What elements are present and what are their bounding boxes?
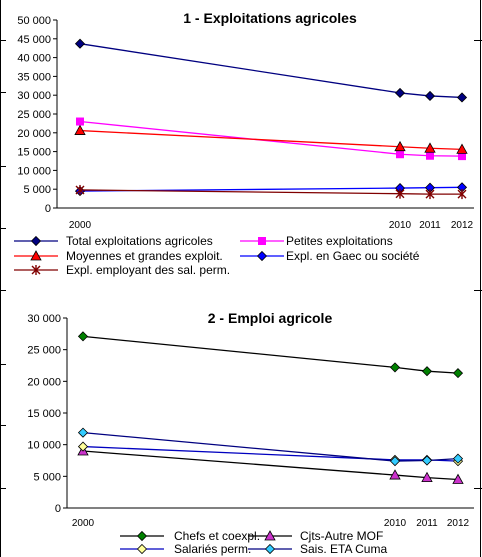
data-point-sais-eta-cuma (389, 456, 401, 467)
data-point-moyennes-et-grandes-exploit (456, 143, 468, 154)
y-tick-label: 0 (55, 503, 61, 515)
legend-marker-expl-employant-des-sal-perm (31, 265, 41, 275)
data-point-expl-employant-des-sal-perm (395, 188, 405, 199)
data-point-moyennes-et-grandes-exploit (394, 140, 406, 152)
y-tick-label: 0 (45, 203, 51, 215)
left-edge-mark (0, 364, 6, 365)
series-line-salaries-perm (82, 445, 459, 462)
data-point-sais-eta-cuma (452, 453, 464, 464)
data-point-cjts-autre-mof (389, 469, 401, 480)
left-edge-mark (0, 290, 6, 291)
right-edge-mark (474, 488, 482, 489)
data-point-expl-employant-des-sal-perm (457, 189, 467, 200)
y-tick-label: 10 000 (27, 440, 61, 452)
legend-label: Cjts-Autre MOF (300, 529, 383, 543)
data-point-total-exploitations-agricoles (456, 92, 468, 103)
data-point-chefs-et-coexpl (421, 366, 433, 377)
data-point-total-exploitations-agricoles (394, 87, 406, 99)
y-tick-label: 10 000 (17, 165, 51, 177)
legend-label: Sais. ETA Cuma (300, 542, 387, 556)
data-point-cjts-autre-mof (452, 473, 464, 484)
legend-marker-cjts-autre-mof (264, 530, 276, 541)
legend-label: Total exploitations agricoles (66, 234, 213, 248)
chart-title: 1 - Exploitations agricoles (183, 10, 357, 26)
series-line-expl-en-gaec-ou-societe (79, 186, 463, 192)
legend-marker-salaries-perm (136, 543, 148, 555)
data-point-moyennes-et-grandes-exploit (424, 142, 436, 153)
legend-label: Salariés perm. (174, 542, 251, 556)
data-point-expl-employant-des-sal-perm (425, 189, 435, 200)
legend-marker-sais-eta-cuma (264, 543, 276, 555)
y-tick-label: 45 000 (17, 34, 51, 46)
data-point-sais-eta-cuma (77, 427, 89, 438)
data-point-chefs-et-coexpl (77, 331, 89, 342)
chart-title: 2 - Emploi agricole (208, 310, 333, 326)
legend-label: Chefs et coexpl. (174, 529, 260, 543)
series-line-cjts-autre-mof (82, 450, 459, 481)
y-tick-label: 30 000 (27, 313, 61, 325)
x-tick-label: 2010 (384, 518, 407, 529)
data-point-petites-exploitations (76, 117, 84, 126)
y-tick-label: 25 000 (27, 345, 61, 357)
y-tick-label: 40 000 (17, 53, 51, 65)
data-point-petites-exploitations (458, 152, 466, 161)
series-line-moyennes-et-grandes-exploit (79, 129, 463, 150)
legend-marker-chefs-et-coexpl (136, 530, 148, 542)
left-edge-mark (0, 488, 6, 489)
data-point-petites-exploitations (396, 150, 404, 159)
left-edge-mark (0, 425, 6, 426)
y-tick-label: 20 000 (17, 128, 51, 140)
legend-label: Petites exploitations (286, 234, 393, 248)
y-tick-label: 30 000 (17, 90, 51, 102)
right-edge-mark (474, 290, 482, 291)
x-tick-label: 2011 (416, 518, 438, 529)
y-tick-label: 5 000 (23, 184, 51, 196)
legend-label: Expl. en Gaec ou société (286, 249, 420, 263)
left-edge-mark (0, 228, 6, 229)
legend-marker-petites-exploitations (258, 237, 266, 245)
data-point-expl-employant-des-sal-perm (75, 184, 85, 195)
x-tick-label: 2000 (72, 518, 95, 529)
x-tick-label: 2010 (389, 220, 412, 231)
y-tick-label: 25 000 (17, 109, 51, 121)
x-tick-label: 2012 (451, 220, 474, 231)
right-border-line (480, 0, 481, 557)
data-point-moyennes-et-grandes-exploit (74, 124, 86, 135)
y-tick-label: 5 000 (33, 471, 61, 483)
y-tick-label: 20 000 (27, 376, 61, 388)
series-line-chefs-et-coexpl (82, 335, 459, 374)
data-point-chefs-et-coexpl (389, 362, 401, 373)
x-tick-label: 2011 (419, 220, 441, 231)
data-point-chefs-et-coexpl (452, 368, 464, 379)
legend-marker-moyennes-et-grandes-exploit (30, 250, 42, 261)
y-tick-label: 15 000 (27, 408, 61, 420)
legend-marker-total-exploitations-agricoles (30, 235, 42, 247)
series-line-expl-employant-des-sal-perm (79, 189, 462, 195)
data-point-cjts-autre-mof (421, 471, 433, 483)
data-point-sais-eta-cuma (421, 455, 433, 466)
data-point-salaries-perm (77, 441, 89, 452)
x-tick-label: 2000 (69, 220, 92, 231)
left-edge-mark (0, 166, 6, 167)
y-tick-label: 50 000 (17, 15, 51, 27)
data-point-petites-exploitations (426, 151, 434, 160)
y-tick-label: 35 000 (17, 71, 51, 83)
left-border-line (0, 0, 1, 557)
series-line-total-exploitations-agricoles (79, 43, 463, 99)
left-edge-mark (0, 40, 6, 41)
series-line-sais-eta-cuma (82, 431, 459, 462)
right-edge-mark (474, 40, 482, 41)
data-point-total-exploitations-agricoles (74, 38, 86, 49)
legend-label: Moyennes et grandes exploit. (66, 249, 223, 263)
data-point-total-exploitations-agricoles (424, 90, 436, 102)
legend-label: Expl. employant des sal. perm. (66, 263, 230, 277)
series-line-petites-exploitations (79, 120, 463, 157)
y-tick-label: 15 000 (17, 147, 51, 159)
legend-marker-expl-en-gaec-ou-societe (256, 250, 268, 262)
x-tick-label: 2012 (447, 518, 470, 529)
left-edge-mark (0, 92, 6, 93)
